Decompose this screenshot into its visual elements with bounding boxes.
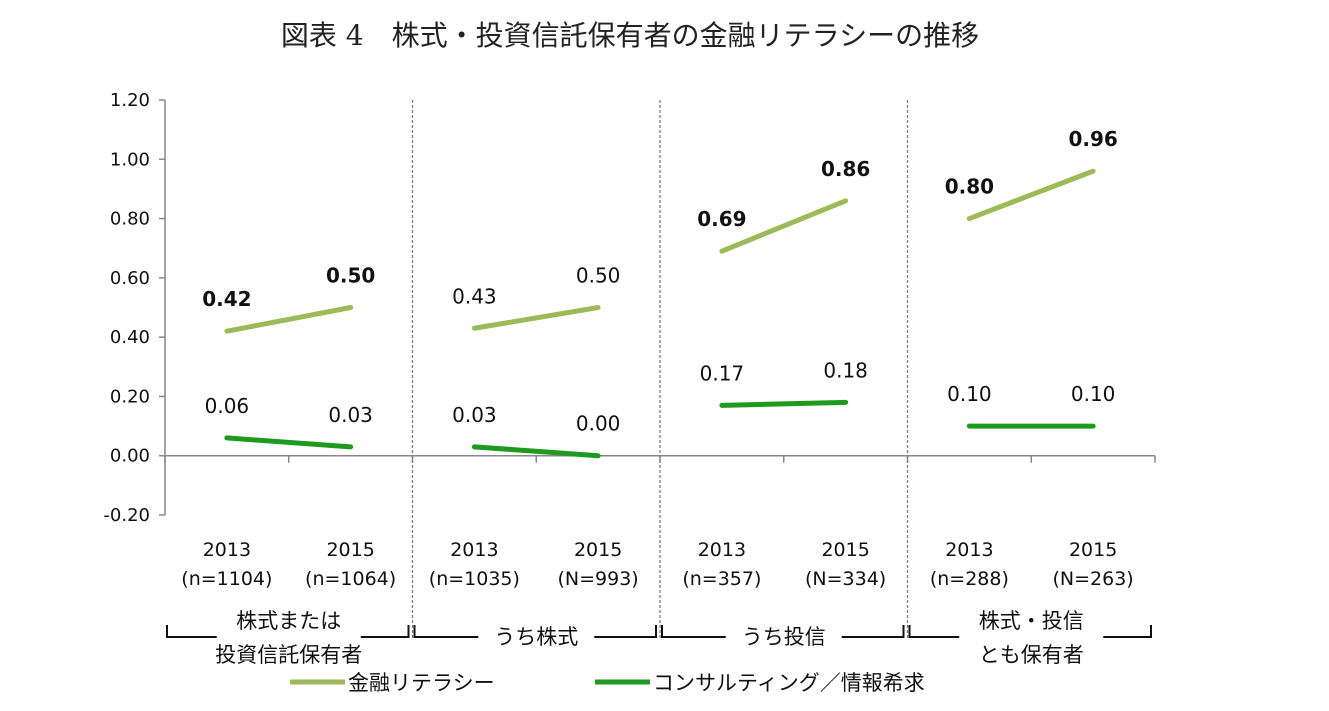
data-label: 0.42 [202,287,251,311]
data-label: 0.06 [205,394,250,418]
y-tick-label: 0.20 [110,386,150,407]
data-label: 0.50 [576,264,621,288]
series-line-literacy [471,305,601,331]
group-bracket [413,625,479,638]
y-tick-label: -0.20 [103,505,150,526]
category-n-label: (N=993) [558,568,639,590]
category-year-label: 2013 [450,539,498,561]
series-line-literacy [719,198,849,254]
data-label: 0.17 [700,361,745,385]
series-line-literacy [224,305,354,334]
data-label: 0.80 [945,175,994,199]
data-label: 0.03 [328,403,373,427]
group-label: うち投信 [742,625,826,649]
category-year-label: 2015 [1069,539,1117,561]
category-n-label: (N=334) [805,568,886,590]
group-bracket [594,625,657,638]
data-label: 0.18 [823,358,868,382]
group-bracket [661,625,726,638]
group-bracket [360,625,410,638]
series-line-consulting [719,399,849,408]
y-tick-label: 1.20 [110,90,150,111]
category-n-label: (N=263) [1053,568,1134,590]
group-bracket [166,625,217,638]
group-label: とも保有者 [979,643,1084,667]
data-label: 0.00 [576,412,621,436]
category-year-label: 2015 [326,539,374,561]
data-label: 0.96 [1068,127,1117,151]
category-year-label: 2015 [821,539,869,561]
series-line-consulting [224,435,354,450]
category-n-label: (n=1064) [305,568,396,590]
data-label: 0.50 [326,264,375,288]
group-label: 株式または [236,609,341,633]
category-year-label: 2013 [698,539,746,561]
group-bracket [841,625,905,638]
data-label: 0.10 [947,382,992,406]
group-label: 投資信託保有者 [215,643,362,667]
group-bracket [1103,625,1152,638]
y-tick-label: 0.60 [110,268,150,289]
legend-label: 金融リテラシー [348,671,495,695]
category-n-label: (n=288) [930,568,1009,590]
category-n-label: (n=357) [682,568,761,590]
category-n-label: (n=1035) [429,568,520,590]
y-tick-label: 0.80 [110,209,150,230]
y-tick-label: 1.00 [110,149,150,170]
group-bracket [908,625,960,638]
group-label: 株式・投信 [979,609,1084,633]
category-year-label: 2013 [945,539,993,561]
chart-title: 図表 4 株式・投資信託保有者の金融リテラシーの推移 [280,19,980,52]
series-line-consulting [471,444,601,459]
legend-label: コンサルティング／情報希求 [653,671,925,695]
y-tick-label: 0.00 [110,446,150,467]
data-label: 0.69 [697,207,746,231]
category-year-label: 2013 [203,539,251,561]
category-year-label: 2015 [574,539,622,561]
data-label: 0.86 [821,157,870,181]
category-n-label: (n=1104) [181,568,272,590]
data-label: 0.10 [1071,382,1116,406]
series-line-literacy [966,168,1096,222]
group-label: うち株式 [494,625,578,649]
data-label: 0.43 [452,284,497,308]
data-label: 0.03 [452,403,497,427]
y-tick-label: 0.40 [110,327,150,348]
